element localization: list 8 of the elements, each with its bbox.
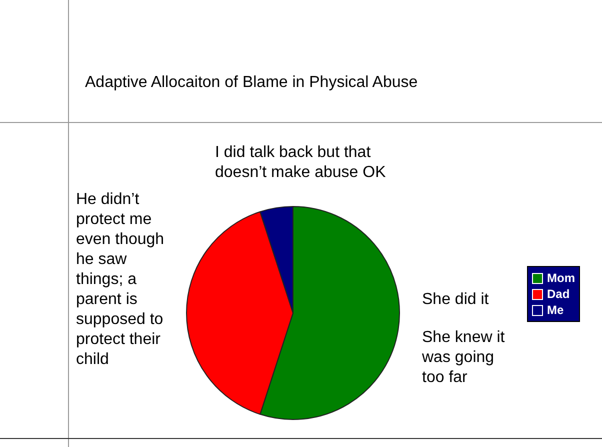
- legend-label: Dad: [547, 287, 570, 301]
- chart-title: Adaptive Allocaiton of Blame in Physical Abuse: [85, 74, 418, 92]
- legend-label: Mom: [547, 271, 575, 285]
- text: He didn’t protect me even though he saw things; a parent is supposed to protect their child: [76, 191, 164, 368]
- text: She did it: [422, 290, 490, 310]
- text: She knew it was going too far: [422, 328, 506, 388]
- text: I did talk back but that doesn’t make abuse OK: [215, 143, 387, 183]
- legend-label: Me: [547, 303, 564, 317]
